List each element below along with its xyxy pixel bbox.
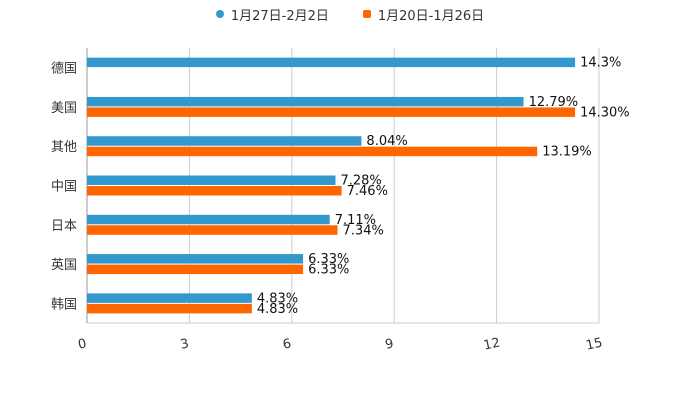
- bar-s1-4: [87, 214, 330, 225]
- legend-marker-series-2: [362, 10, 371, 18]
- legend-label-series-1: 1月27日-2月2日: [230, 8, 329, 24]
- x-tick-label-3: 9: [384, 336, 395, 352]
- value-label-s1-6: 4.83%: [257, 291, 298, 306]
- x-tick-label-2: 6: [281, 336, 292, 352]
- value-label-s1-1: 12.79%: [529, 95, 579, 110]
- value-label-s2-5: 6.33%: [308, 263, 349, 278]
- bar-s1-2: [87, 136, 362, 146]
- value-label-s1-2: 8.04%: [366, 134, 407, 149]
- legend: 1月27日-2月2日 1月20日-1月26日: [0, 4, 700, 24]
- bar-s2-1: [87, 107, 576, 117]
- value-label-s2-6: 4.83%: [257, 302, 298, 317]
- bar-s1-1: [87, 96, 524, 107]
- category-label-2: 其他: [51, 140, 77, 155]
- x-tick-label-4: 12: [482, 336, 501, 354]
- value-label-s1-0: 14.3%: [580, 56, 621, 71]
- x-tick-label-0: 0: [77, 336, 88, 352]
- legend-item-series-1[interactable]: 1月27日-2月2日: [215, 5, 329, 24]
- bar-s2-5: [87, 264, 304, 275]
- category-label-0: 德国: [51, 62, 77, 77]
- bar-s1-5: [87, 254, 304, 264]
- bar-s1-3: [87, 175, 336, 185]
- value-label-s2-2: 13.19%: [542, 145, 592, 160]
- category-label-4: 日本: [51, 219, 77, 234]
- value-label-s1-3: 7.28%: [340, 174, 381, 189]
- legend-item-series-2[interactable]: 1月20日-1月26日: [362, 5, 485, 24]
- x-tick-label-5: 15: [585, 336, 604, 354]
- bar-s1-6: [87, 293, 252, 303]
- value-label-s1-5: 6.33%: [308, 252, 349, 267]
- bar-s1-0: [87, 57, 576, 68]
- value-label-s1-4: 7.11%: [335, 213, 376, 228]
- bar-s2-2: [87, 146, 538, 157]
- bar-s2-6: [87, 303, 252, 314]
- category-label-3: 中国: [51, 180, 77, 195]
- category-label-1: 美国: [51, 101, 77, 116]
- legend-label-series-2: 1月20日-1月26日: [377, 8, 485, 24]
- value-label-s2-3: 7.46%: [347, 184, 388, 199]
- category-label-6: 韩国: [51, 297, 77, 312]
- x-tick-label-1: 3: [179, 336, 190, 352]
- legend-marker-series-1: [215, 10, 224, 18]
- bar-s2-4: [87, 225, 338, 235]
- value-label-s2-4: 7.34%: [343, 223, 384, 238]
- value-label-s2-1: 14.30%: [580, 105, 630, 120]
- bar-s2-3: [87, 186, 342, 196]
- category-label-5: 英国: [51, 258, 77, 273]
